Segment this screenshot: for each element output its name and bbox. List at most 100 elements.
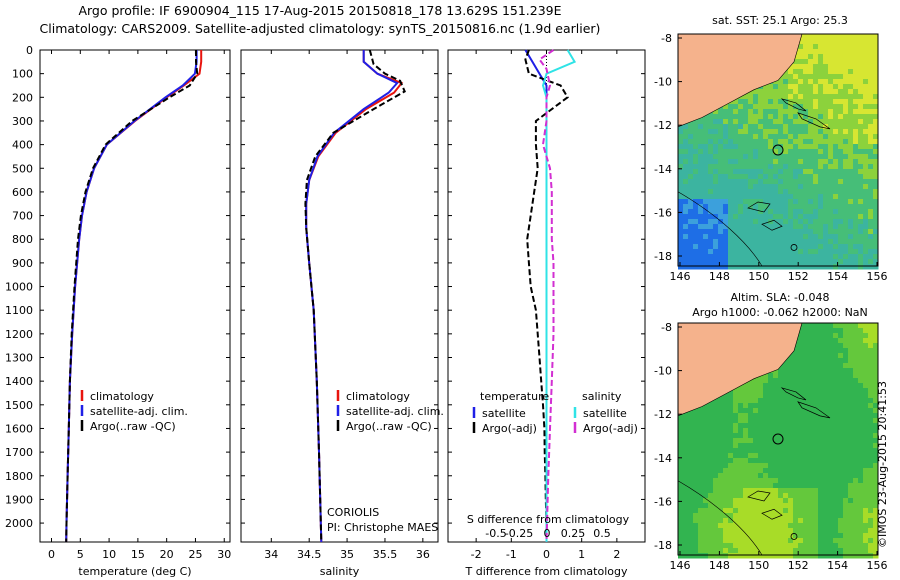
series-line-s-argo [538, 49, 555, 543]
float-marker [790, 244, 798, 251]
map-bottom-title1: Altim. SLA: -0.048 [730, 291, 830, 304]
legend-label: climatology [90, 390, 154, 403]
map-y-tick-label: -14 [654, 163, 672, 176]
credit-label: ©IMOS 23-Aug-2015 20:41:53 [876, 381, 889, 548]
x-tick-label: 35.5 [373, 548, 398, 561]
map-x-tick-label: 146 [670, 270, 691, 283]
land-mass-png [677, 33, 803, 128]
argo-location-marker [772, 433, 784, 445]
island-outline [797, 112, 831, 130]
island-outline [747, 201, 783, 231]
map-bottom-title2: Argo h1000: -0.062 h2000: NaN [692, 306, 868, 319]
x-tick-label: 0 [543, 548, 550, 561]
map-x-tick-label: 156 [867, 270, 888, 283]
annotation-coriolis: CORIOLIS [327, 506, 379, 519]
x-tick-label: 0 [48, 548, 55, 561]
map-x-tick-label: 154 [827, 559, 848, 572]
y-tick-label: 500 [12, 162, 33, 175]
y-tick-label: 1500 [5, 399, 33, 412]
legend-title-temperature: temperature [480, 390, 549, 403]
x-tick-label: -1 [506, 548, 517, 561]
legend-label: satellite [482, 407, 526, 420]
y-tick-label: 1100 [5, 304, 33, 317]
legend-label: climatology [346, 390, 410, 403]
x-tick-label: 2 [613, 548, 620, 561]
x-axis-label: T difference from climatology [465, 565, 628, 578]
float-marker [790, 533, 798, 540]
map-x-tick-label: 156 [867, 559, 888, 572]
x-top-tick-label: -0.25 [505, 527, 533, 540]
series-line-s-satellite [541, 49, 577, 542]
x-axis-label: salinity [320, 565, 360, 578]
land-mass-png [677, 322, 803, 417]
depth-contour [677, 191, 763, 267]
map-y-tick-label: -10 [654, 76, 672, 89]
legend-label: satellite [583, 407, 627, 420]
x-tick-label: 10 [102, 548, 116, 561]
map-y-tick-label: -16 [654, 206, 672, 219]
x-tick-label: -2 [471, 548, 482, 561]
argo-location-marker [772, 144, 784, 156]
annotation-pi: PI: Christophe MAES [327, 521, 438, 534]
map-y-tick-label: -18 [654, 539, 672, 552]
y-tick-label: 1200 [5, 328, 33, 341]
figure-title-line1: Argo profile: IF 6900904_115 17-Aug-2015… [78, 3, 562, 18]
map-x-tick-label: 146 [670, 559, 691, 572]
island-outline [780, 387, 807, 401]
series-line-t-argo [524, 49, 569, 542]
y-tick-label: 1400 [5, 375, 33, 388]
y-tick-label: 1700 [5, 446, 33, 459]
y-tick-label: 1600 [5, 422, 33, 435]
y-tick-label: 100 [12, 68, 33, 81]
map-x-tick-label: 150 [748, 270, 769, 283]
x-tick-label: 20 [160, 548, 174, 561]
map-x-tick-label: 152 [788, 559, 809, 572]
map-y-tick-label: -12 [654, 408, 672, 421]
x-tick-label: 34 [264, 548, 278, 561]
x-axis-label: temperature (deg C) [78, 565, 191, 578]
map_top-map [677, 33, 879, 270]
y-tick-label: 800 [12, 233, 33, 246]
map-y-tick-label: -8 [661, 321, 672, 334]
map-y-tick-label: -12 [654, 119, 672, 132]
x-tick-label: 25 [188, 548, 202, 561]
island-outline [780, 98, 807, 112]
map-top-title: sat. SST: 25.1 Argo: 25.3 [712, 14, 848, 27]
map-y-tick-label: -18 [654, 250, 672, 263]
x-top-tick-label: 0.5 [593, 527, 611, 540]
map-x-tick-label: 152 [788, 270, 809, 283]
map-x-tick-label: 150 [748, 559, 769, 572]
map-x-tick-label: 148 [709, 559, 730, 572]
legend-label: Argo(..raw -QC) [90, 420, 176, 433]
x-tick-label: 15 [131, 548, 145, 561]
x-tick-label: 34.5 [297, 548, 322, 561]
legend-label: Argo(-adj) [482, 422, 537, 435]
map-frame [677, 33, 879, 267]
y-tick-label: 900 [12, 257, 33, 270]
legend-label: satellite-adj. clim. [90, 405, 188, 418]
y-tick-label: 700 [12, 210, 33, 223]
y-tick-label: 300 [12, 115, 33, 128]
y-tick-label: 600 [12, 186, 33, 199]
x-top-axis-label: S difference from climatology [467, 513, 630, 526]
island-outline [797, 401, 831, 419]
y-tick-label: 1900 [5, 493, 33, 506]
plot-frame-2 [240, 49, 439, 543]
x-tick-label: 36 [416, 548, 430, 561]
map-x-tick-label: 148 [709, 270, 730, 283]
legend-label: Argo(-adj) [583, 422, 638, 435]
x-tick-label: 30 [217, 548, 231, 561]
y-tick-label: 400 [12, 139, 33, 152]
y-tick-label: 1000 [5, 281, 33, 294]
map-y-tick-label: -14 [654, 452, 672, 465]
series-line-argo [65, 50, 199, 543]
island-outline [747, 490, 783, 520]
map-y-tick-label: -8 [661, 32, 672, 45]
y-tick-label: 2000 [5, 517, 33, 530]
map-y-tick-label: -10 [654, 365, 672, 378]
legend-title-salinity: salinity [582, 390, 622, 403]
x-tick-label: 35 [340, 548, 354, 561]
x-top-tick-label: -0.5 [485, 527, 506, 540]
y-tick-label: 1800 [5, 470, 33, 483]
